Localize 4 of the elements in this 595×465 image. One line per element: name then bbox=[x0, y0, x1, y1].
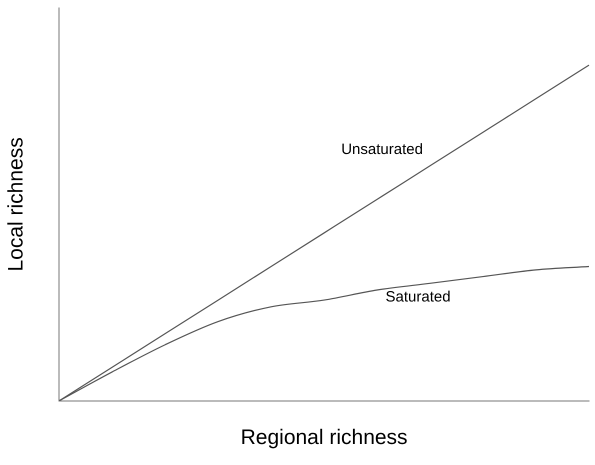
series-label: Unsaturated bbox=[341, 140, 423, 158]
x-axis-title: Regional richness bbox=[240, 426, 408, 450]
series-label: Saturated bbox=[386, 288, 451, 306]
y-axis-title: Local richness bbox=[4, 137, 28, 272]
